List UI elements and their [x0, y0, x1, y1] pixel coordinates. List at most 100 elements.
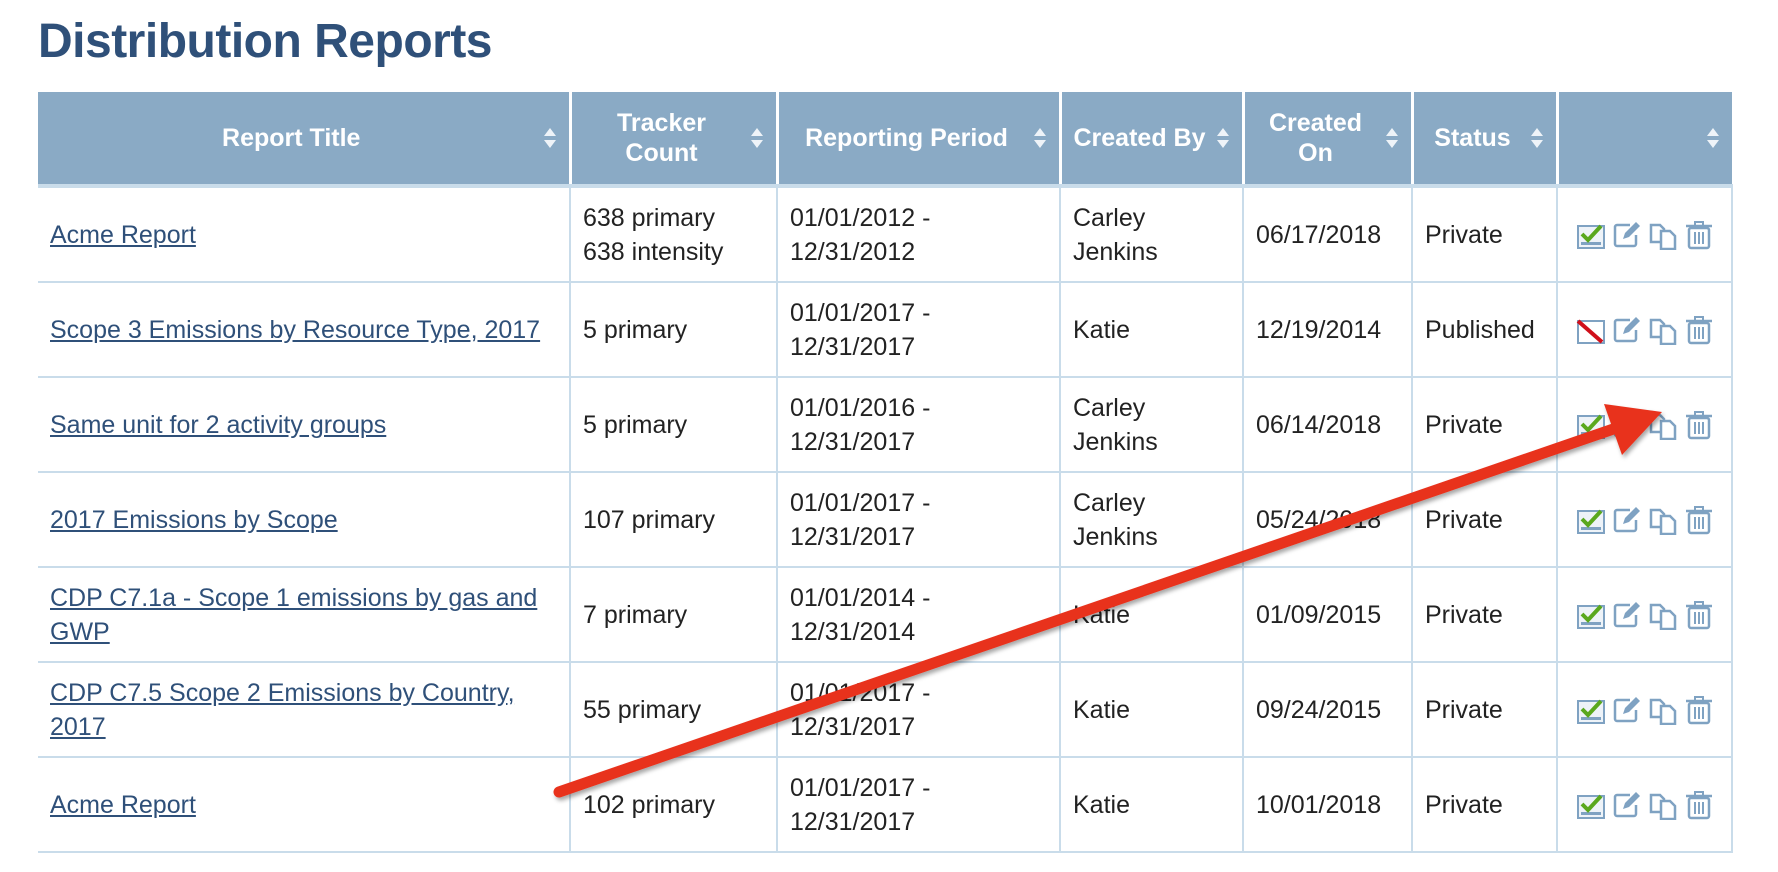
publish-check-icon[interactable] [1576, 695, 1606, 725]
report-title-cell: CDP C7.1a - Scope 1 emissions by gas and… [38, 566, 571, 663]
created-on-cell: 01/09/2015 [1242, 566, 1413, 663]
tracker-count-secondary: 638 intensity [583, 237, 724, 266]
created-by-cell: Katie [1059, 661, 1244, 758]
period-start: 01/01/2016 - [790, 393, 931, 422]
report-title-cell: Scope 3 Emissions by Resource Type, 2017 [38, 281, 571, 378]
copy-icon[interactable] [1648, 600, 1678, 630]
publish-check-icon[interactable] [1576, 600, 1606, 630]
edit-icon[interactable] [1612, 410, 1642, 440]
publish-check-icon[interactable] [1576, 410, 1606, 440]
row-actions [1570, 695, 1719, 725]
status-cell: Private [1411, 471, 1558, 568]
row-actions [1570, 220, 1719, 250]
delete-icon[interactable] [1684, 790, 1714, 820]
created-by-cell: Carley Jenkins [1059, 185, 1244, 283]
actions-cell [1556, 376, 1733, 473]
row-actions [1570, 315, 1719, 345]
table-row: Acme Report 102 primary 01/01/2017 - 12/31/… [38, 756, 1733, 853]
table-row: CDP C7.1a - Scope 1 emissions by gas and… [38, 566, 1733, 663]
created-on-cell: 06/17/2018 [1242, 185, 1413, 283]
report-title-cell: Acme Report [38, 185, 571, 283]
report-title-link[interactable]: Same unit for 2 activity groups [50, 410, 387, 439]
table-row: CDP C7.5 Scope 2 Emissions by Country, 2… [38, 661, 1733, 758]
period-start: 01/01/2012 - [790, 203, 931, 232]
delete-icon[interactable] [1684, 315, 1714, 345]
copy-icon[interactable] [1648, 505, 1678, 535]
tracker-count-cell: 5 primary [569, 376, 778, 473]
column-header-created-on[interactable]: Created On [1243, 92, 1414, 188]
sort-icon[interactable] [1216, 127, 1230, 149]
column-header-label: Created By [1073, 124, 1206, 152]
tracker-count: 5 primary [583, 410, 688, 439]
table-row: 2017 Emissions by Scope 107 primary 01/01/… [38, 471, 1733, 568]
created-by-cell: Carley Jenkins [1059, 471, 1244, 568]
column-header-reporting-period[interactable]: Reporting Period [777, 92, 1062, 188]
created-by-cell: Carley Jenkins [1059, 376, 1244, 473]
report-title-link[interactable]: Scope 3 Emissions by Resource Type, 2017 [50, 315, 541, 344]
report-title-link[interactable]: Acme Report [50, 790, 196, 819]
period-end: 12/31/2017 [790, 712, 916, 741]
column-header-label: Status [1434, 124, 1511, 152]
report-title-cell: CDP C7.5 Scope 2 Emissions by Country, 2… [38, 661, 571, 758]
row-actions [1570, 600, 1719, 630]
sort-icon[interactable] [1530, 127, 1544, 149]
sort-icon[interactable] [1385, 127, 1399, 149]
tracker-count-cell: 102 primary [569, 756, 778, 853]
delete-icon[interactable] [1684, 600, 1714, 630]
column-header-status[interactable]: Status [1412, 92, 1559, 188]
column-header-tracker-count[interactable]: Tracker Count [570, 92, 779, 188]
period-start: 01/01/2014 - [790, 583, 931, 612]
copy-icon[interactable] [1648, 410, 1678, 440]
period-start: 01/01/2017 - [790, 298, 931, 327]
sort-icon[interactable] [750, 127, 764, 149]
publish-check-icon[interactable] [1576, 790, 1606, 820]
copy-icon[interactable] [1648, 790, 1678, 820]
sort-icon[interactable] [543, 127, 557, 149]
tracker-count-cell: 5 primary [569, 281, 778, 378]
reporting-period-cell: 01/01/2016 - 12/31/2017 [776, 376, 1061, 473]
created-by-cell: Katie [1059, 281, 1244, 378]
edit-icon[interactable] [1612, 600, 1642, 630]
report-title-cell: Acme Report [38, 756, 571, 853]
delete-icon[interactable] [1684, 410, 1714, 440]
period-end: 12/31/2017 [790, 332, 916, 361]
column-header-report-title[interactable]: Report Title [38, 92, 572, 188]
table-row: Acme Report 638 primary 638 intensity 01/01… [38, 185, 1733, 283]
report-title-link[interactable]: 2017 Emissions by Scope [50, 505, 338, 534]
table-row: Scope 3 Emissions by Resource Type, 2017… [38, 281, 1733, 378]
status-cell: Private [1411, 661, 1558, 758]
report-title-link[interactable]: CDP C7.5 Scope 2 Emissions by Country, 2… [50, 678, 515, 741]
period-end: 12/31/2017 [790, 807, 916, 836]
sort-icon[interactable] [1706, 127, 1720, 149]
column-header-created-by[interactable]: Created By [1060, 92, 1245, 188]
created-on-cell: 10/01/2018 [1242, 756, 1413, 853]
reporting-period-cell: 01/01/2014 - 12/31/2014 [776, 566, 1061, 663]
column-header-actions[interactable] [1557, 92, 1732, 188]
sort-icon[interactable] [1033, 127, 1047, 149]
edit-icon[interactable] [1612, 315, 1642, 345]
edit-icon[interactable] [1612, 790, 1642, 820]
column-header-label: Tracker Count [617, 109, 706, 167]
unpublish-icon[interactable] [1576, 315, 1606, 345]
actions-cell [1556, 185, 1733, 283]
column-header-label: Created On [1268, 109, 1363, 167]
copy-icon[interactable] [1648, 695, 1678, 725]
publish-check-icon[interactable] [1576, 505, 1606, 535]
publish-check-icon[interactable] [1576, 220, 1606, 250]
period-end: 12/31/2012 [790, 237, 916, 266]
copy-icon[interactable] [1648, 315, 1678, 345]
edit-icon[interactable] [1612, 220, 1642, 250]
reporting-period-cell: 01/01/2017 - 12/31/2017 [776, 281, 1061, 378]
delete-icon[interactable] [1684, 505, 1714, 535]
edit-icon[interactable] [1612, 695, 1642, 725]
row-actions [1570, 410, 1719, 440]
edit-icon[interactable] [1612, 505, 1642, 535]
delete-icon[interactable] [1684, 695, 1714, 725]
reports-table: Report Title Tracker Count Reporting Perio… [38, 92, 1733, 853]
page-title: Distribution Reports [38, 15, 493, 68]
copy-icon[interactable] [1648, 220, 1678, 250]
created-on-cell: 12/19/2014 [1242, 281, 1413, 378]
report-title-link[interactable]: CDP C7.1a - Scope 1 emissions by gas and… [50, 583, 538, 646]
delete-icon[interactable] [1684, 220, 1714, 250]
report-title-link[interactable]: Acme Report [50, 220, 196, 249]
